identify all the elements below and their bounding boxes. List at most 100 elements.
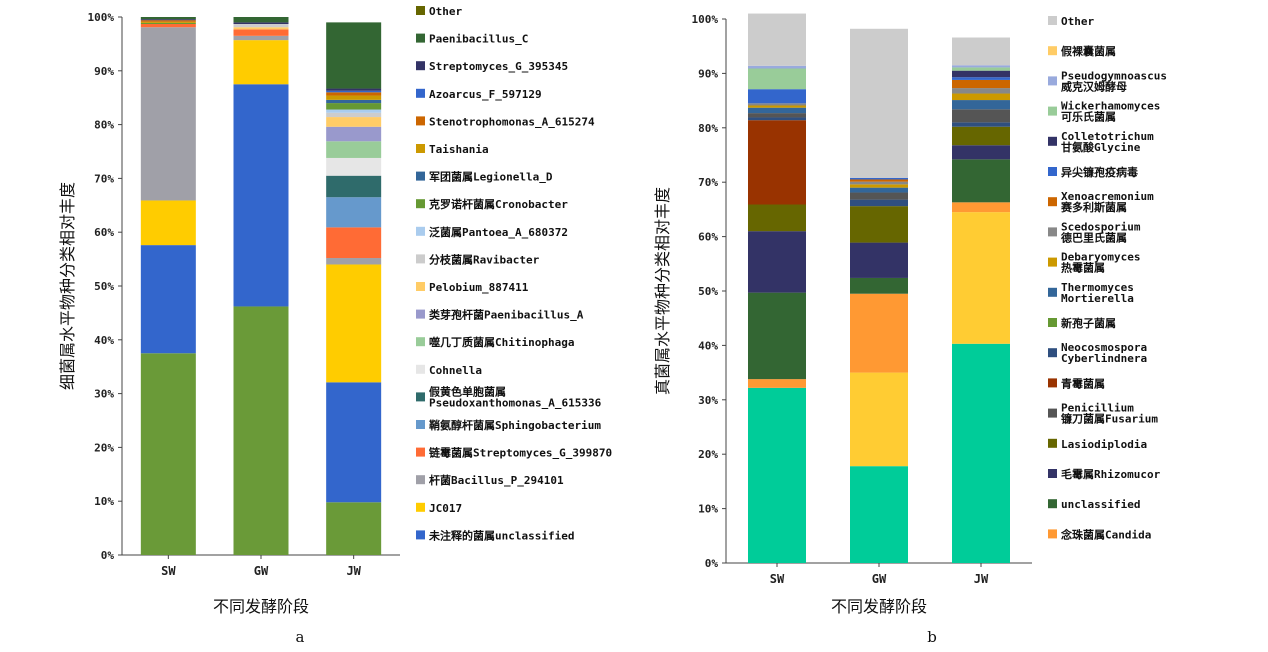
y-tick-label: 90% [698, 67, 718, 80]
y-tick-label: 60% [94, 226, 114, 239]
x-axis-label: 不同发酵阶段 [831, 597, 927, 616]
bar-segment [233, 22, 289, 24]
bar-segment [233, 35, 289, 41]
legend-label: 念珠菌属Candida [1060, 527, 1151, 541]
x-tick-label: SW [161, 564, 176, 578]
bar-segment [233, 84, 289, 307]
bar-segment [326, 92, 382, 96]
bar-segment [326, 382, 382, 503]
legend-swatch [1048, 469, 1057, 478]
legend-label: Lasiodiplodia [1061, 438, 1147, 451]
legend-label: 毛霉属Rhizomucor [1061, 467, 1161, 481]
bar-segment [326, 197, 382, 228]
legend-swatch [416, 282, 425, 291]
legend-swatch [1048, 499, 1057, 509]
bar-segment [140, 353, 196, 555]
bar-segment [326, 95, 382, 100]
y-axis-label: 真菌属水平物种分类相对丰度 [653, 187, 672, 395]
legend-label: 杆菌Bacillus_P_294101 [429, 473, 564, 487]
legend-label: 未注释的菌属unclassified [428, 528, 574, 542]
legend-swatch [416, 199, 425, 209]
y-tick-label: 40% [698, 339, 718, 352]
legend-label: Wickerhamomyces [1061, 100, 1160, 113]
bar-segment [326, 258, 382, 265]
x-tick-label: SW [770, 572, 785, 586]
bar-segment [748, 117, 806, 121]
legend-label: Other [1061, 15, 1094, 28]
bar-segment [326, 175, 382, 198]
panel-a-label: a [296, 628, 305, 646]
legend-label: 德巴里氏菌属 [1060, 230, 1127, 244]
bar-segment [326, 90, 382, 93]
bar-segment [233, 17, 289, 23]
bar-segment [952, 88, 1010, 94]
legend-swatch [1048, 16, 1057, 25]
panel-b: 0% 10% 20% 30% 40% 50% 60% 70% 80% 90% 100% SW GW JW 不… [653, 13, 1167, 616]
y-tick-label: 50% [94, 280, 114, 293]
x-tick-label: JW [974, 572, 989, 586]
legend-label: Pelobium_887411 [429, 281, 529, 294]
bar-segment [140, 17, 196, 20]
legend-swatch [416, 502, 425, 512]
legend-swatch [1048, 348, 1057, 358]
bar-segment [952, 79, 1010, 89]
bar-segment [952, 77, 1010, 80]
bar-segment [140, 27, 196, 201]
legend-swatch [416, 447, 425, 457]
bar-segment [326, 103, 382, 110]
bar-segment [850, 28, 908, 178]
bar-segment [850, 206, 908, 243]
bar-segment [952, 212, 1010, 344]
bar-segment [140, 200, 196, 246]
legend-label: JC017 [429, 502, 462, 515]
legend-label: 链霉菌属Streptomyces_G_399870 [429, 446, 612, 460]
legend-label: 甘氨酸Glycine [1061, 140, 1141, 154]
legend-label: 泛菌属Pantoea_A_680372 [429, 225, 568, 239]
bar-segment [748, 103, 806, 106]
bar-segment [748, 113, 806, 118]
bar-segment [850, 372, 908, 467]
legend-swatch [416, 88, 425, 98]
legend-label: 异尖镰孢疫病毒 [1061, 165, 1138, 179]
legend-label: Streptomyces_G_395345 [429, 60, 568, 73]
legend-label: Pseudoxanthomonas_A_615336 [429, 396, 602, 409]
bar-segment [850, 179, 908, 182]
legend-label: Neocosmospora [1061, 341, 1147, 354]
legend-label: 青霉菌属 [1061, 376, 1105, 390]
legend-label: 类芽孢杆菌Paenibacillus_A [429, 308, 584, 322]
legend-label: Mortierella [1061, 292, 1134, 305]
legend-swatch [416, 475, 425, 485]
bar-segment [952, 126, 1010, 146]
y-tick-label: 20% [94, 441, 114, 454]
x-tick-label: GW [872, 572, 887, 586]
bar-segment [326, 88, 382, 91]
legend-label: 热霉菌属 [1061, 261, 1105, 275]
legend-label: 克罗诺杆菌属Cronobacter [429, 197, 568, 211]
bar-segment [952, 343, 1010, 563]
y-tick-label: 30% [698, 394, 718, 407]
y-tick-label: 100% [88, 11, 115, 24]
legend-label: Stenotrophomonas_A_615274 [429, 115, 595, 128]
legend-label: Paenibacillus_C [429, 33, 528, 46]
bar-segment [326, 502, 382, 555]
y-axis-label: 细菌属水平物种分类相对丰度 [58, 182, 77, 390]
legend-label: Other [429, 5, 462, 18]
legend-swatch [416, 61, 425, 71]
legend-label: Cyberlindnera [1061, 352, 1147, 365]
legend-label: Scedosporium [1061, 220, 1141, 233]
bar-segment [952, 67, 1010, 71]
bar-segment [326, 99, 382, 104]
x-axis-label: 不同发酵阶段 [213, 597, 309, 616]
bar-segment [140, 245, 196, 354]
y-tick-label: 50% [698, 285, 718, 298]
y-tick-label: 30% [94, 388, 114, 401]
bar-segment [952, 159, 1010, 203]
bar-segment [850, 277, 908, 294]
bar-segment [748, 105, 806, 108]
bar-segment [850, 293, 908, 373]
bar-segment [326, 141, 382, 158]
bar-segment [233, 29, 289, 36]
x-tick-label: GW [254, 564, 269, 578]
bar-segment [748, 65, 806, 69]
